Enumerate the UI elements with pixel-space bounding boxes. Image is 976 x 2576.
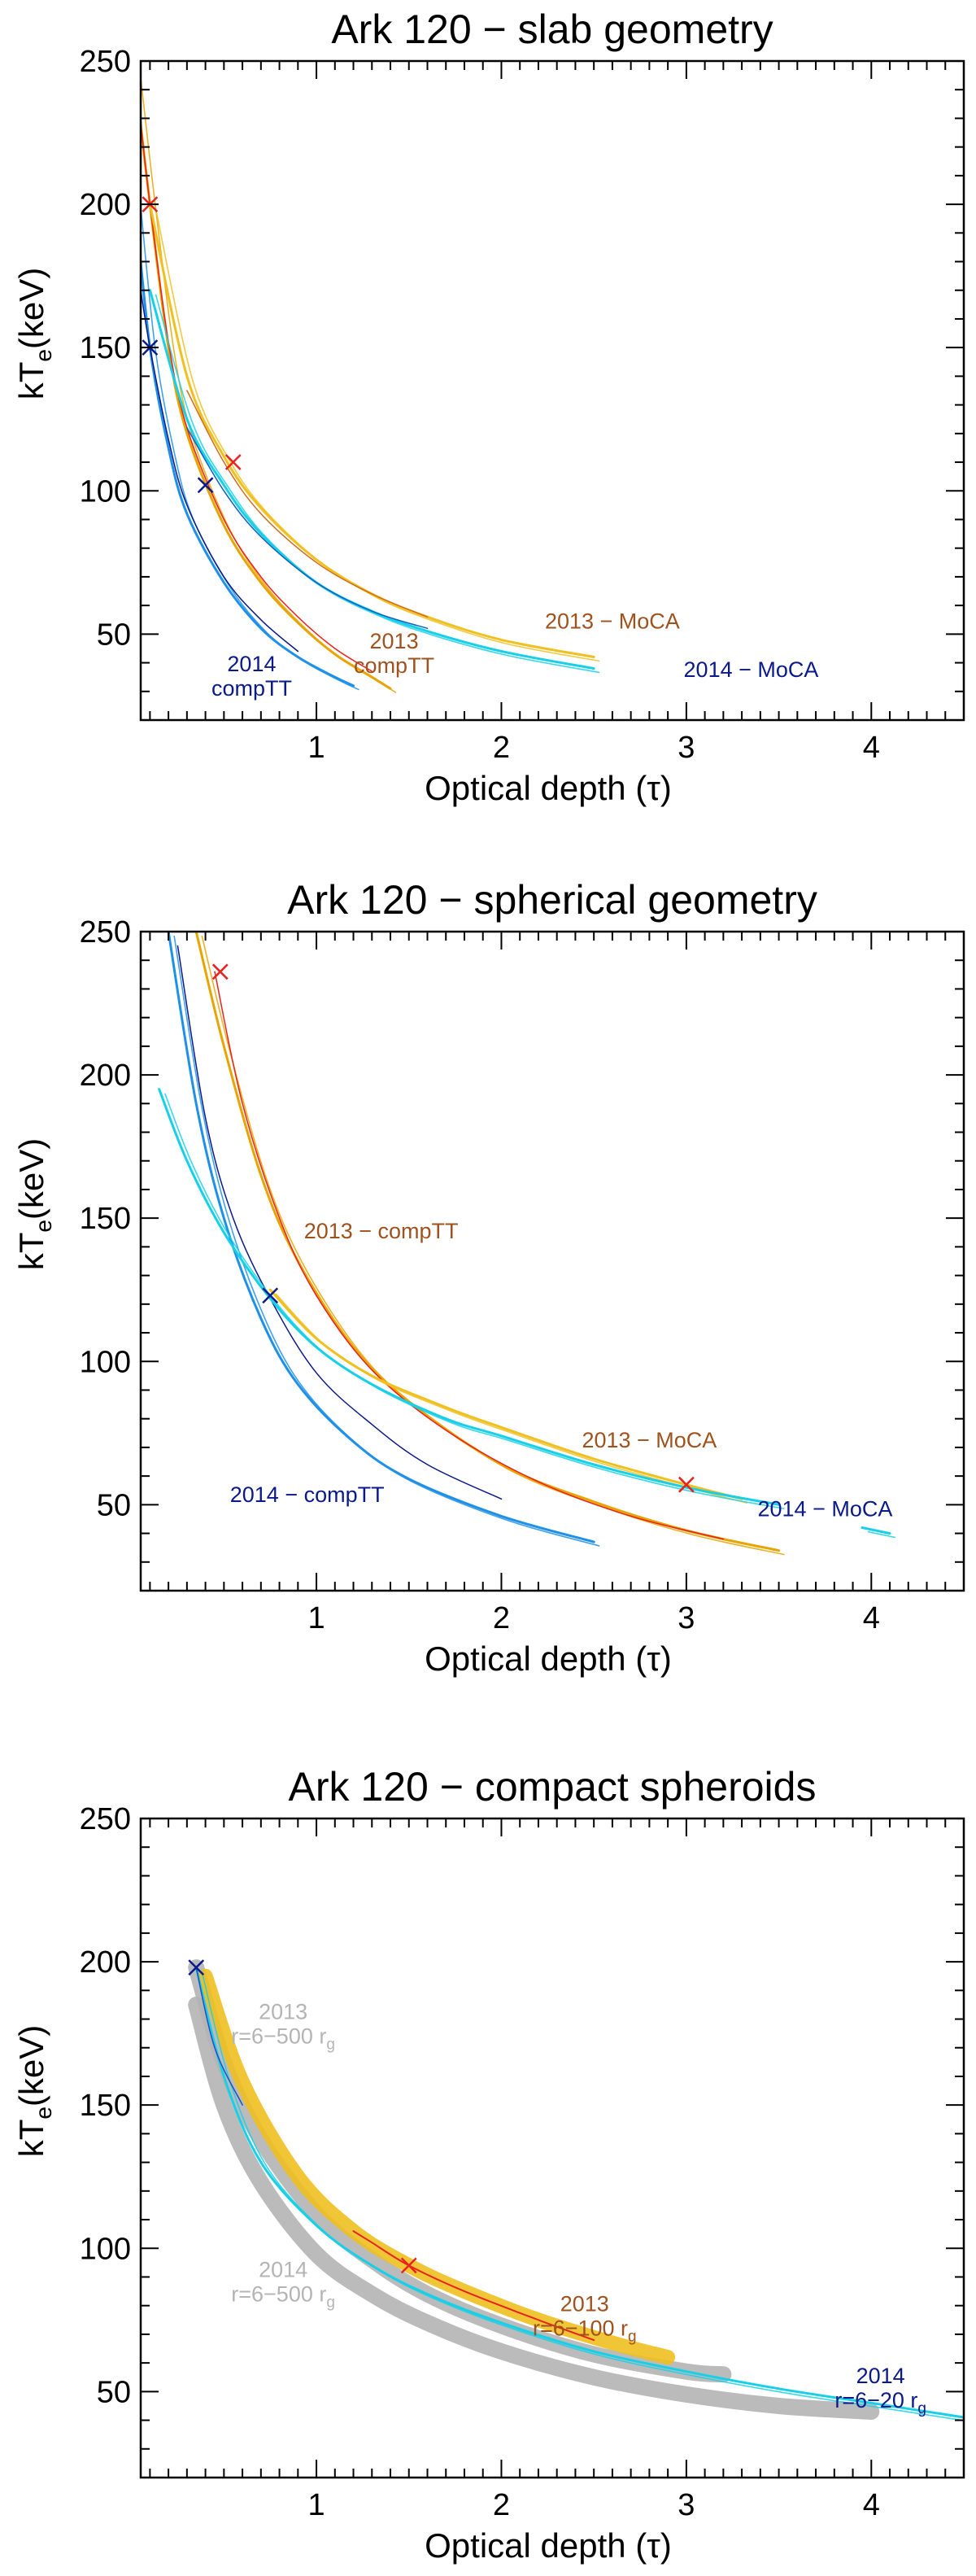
best-fit-marker-2 [400,2257,417,2274]
series-annotation: r=6−20 rg [834,2388,926,2417]
x-tick-label: 2 [493,731,510,765]
y-tick-label: 250 [80,915,131,950]
series-line-5 [194,1966,964,2419]
best-fit-marker-4 [197,477,214,494]
series-annotation: 2014 [856,2364,905,2388]
x-axis-label: Optical depth (τ) [425,2526,672,2565]
y-tick-label: 250 [80,45,131,79]
y-tick-label: 150 [80,2089,131,2123]
series-annotation: 2013 − compTT [304,1219,459,1243]
series-annotation: 2013 [370,629,419,653]
series-line-3 [141,249,355,688]
plot-area [158,932,896,1556]
plot-frame [139,1817,965,2479]
x-tick-label: 2 [493,2488,510,2522]
series-line-7 [861,1526,891,1535]
series-contour-6 [163,1093,785,1510]
series-contour-3 [173,935,600,1547]
y-tick-label: 150 [80,1202,131,1236]
plot-frame [139,930,965,1592]
y-tick-label: 100 [80,2232,131,2266]
x-tick-label: 1 [307,1601,325,1635]
chart-panel-2: Ark 120 − spherical geometry 1 2 3 4 50 100 150… [12,877,965,1678]
plot-area [141,79,600,693]
chart-panel-1: Ark 120 − slab geometry 1 2 3 4 50 100 150 200 25… [12,7,965,807]
series-annotation: r=6−500 rg [231,2281,335,2311]
axis-ticks [141,931,965,1591]
series-band-2 [188,1996,880,2420]
chart-panel-3: Ark 120 − compact spheroids 1 2 3 4 50 100 150 2… [12,1764,965,2565]
plot-frame [139,59,965,722]
series-line-6 [158,1088,781,1506]
x-tick-label: 4 [863,1601,880,1635]
series-line-2 [141,117,373,672]
series-annotation: 2013 [560,2292,609,2316]
series-line-1 [141,113,392,690]
axis-ticks [141,1818,965,2478]
series-annotation: r=6−100 rg [533,2316,637,2346]
series-annotation: 2014 − MoCA [758,1496,893,1521]
y-axis-label: kTe(keV) [12,2025,56,2158]
series-contour-7 [867,1530,896,1539]
y-axis-label: kTe(keV) [12,268,56,400]
series-contour-5 [155,207,600,662]
series-line-1 [194,932,781,1552]
y-tick-label: 250 [80,1802,131,1836]
best-fit-marker-1 [188,1959,205,1976]
x-tick-label: 1 [307,2488,325,2522]
axis-ticks [141,60,965,720]
chart-title: Ark 120 − slab geometry [331,7,773,52]
series-annotation: 2013 − MoCA [545,609,680,633]
series-contour-5 [201,1971,964,2421]
y-tick-label: 200 [80,1059,131,1093]
x-tick-label: 4 [863,2488,880,2522]
x-tick-label: 3 [678,1601,695,1635]
chart-title: Ark 120 − compact spheroids [289,1764,817,1810]
x-tick-label: 2 [493,1601,510,1635]
series-annotation: compTT [211,676,292,701]
y-tick-label: 50 [97,2375,131,2409]
y-tick-label: 100 [80,474,131,509]
x-tick-label: 3 [678,731,695,765]
series-annotation: r=6−500 rg [231,2024,335,2054]
series-annotation: 2014 [259,2257,307,2281]
series-annotation: 2014 [227,652,276,676]
x-axis-label: Optical depth (τ) [425,1639,672,1678]
chart-title: Ark 120 − spherical geometry [287,877,817,923]
series-line-5 [148,203,595,658]
series-annotation: 2014 − MoCA [684,657,819,682]
x-tick-label: 3 [678,2488,695,2522]
series-annotation: 2013 − MoCA [582,1428,717,1452]
plot-area [188,1959,964,2421]
series-line-8 [186,427,429,630]
series-contour-1 [141,79,397,693]
y-tick-label: 100 [80,1345,131,1379]
y-tick-label: 200 [80,1945,131,1980]
best-fit-marker-1 [211,963,229,980]
series-line-4 [176,945,503,1500]
x-axis-label: Optical depth (τ) [425,769,672,807]
y-tick-label: 200 [80,188,131,222]
series-line-4 [352,2230,595,2341]
y-axis-label: kTe(keV) [12,1138,56,1271]
series-line-3 [167,932,595,1543]
series-annotation: 2013 [259,2000,307,2024]
series-line-2 [214,971,725,1540]
series-annotation: 2014 − compTT [230,1482,385,1507]
series-annotation: compTT [354,653,434,678]
x-tick-label: 1 [307,731,325,765]
y-tick-label: 50 [97,1488,131,1522]
series-line-6 [186,390,429,618]
best-fit-marker-3 [224,454,242,470]
best-fit-marker-3 [678,1476,695,1493]
y-tick-label: 150 [80,331,131,365]
best-fit-marker-2 [262,1287,279,1304]
series-line-6 [195,1967,243,2106]
x-tick-label: 4 [863,731,880,765]
y-tick-label: 50 [97,618,131,652]
